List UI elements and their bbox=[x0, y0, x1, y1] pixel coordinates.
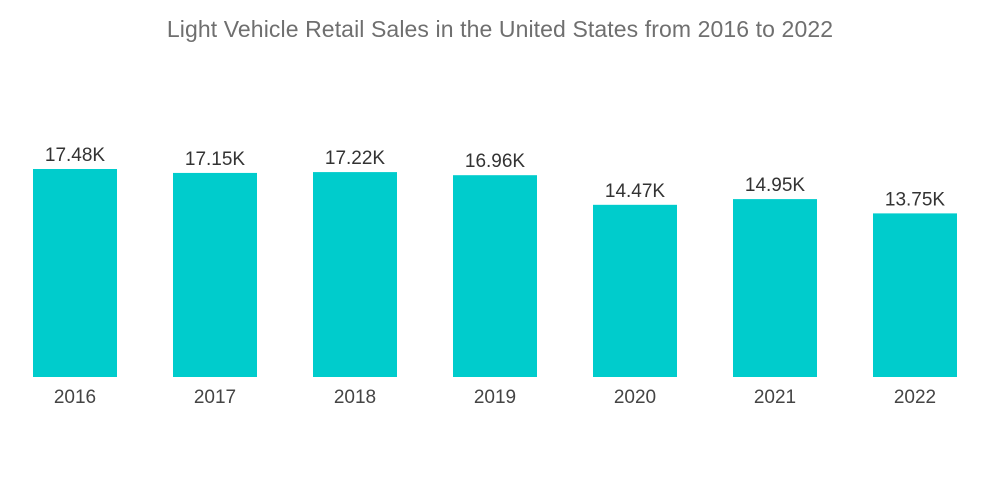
bar-2018 bbox=[313, 172, 397, 377]
data-label-2020: 14.47K bbox=[605, 181, 666, 202]
x-tick-label-2017: 2017 bbox=[194, 387, 236, 408]
bar-2021 bbox=[733, 199, 817, 377]
data-label-2017: 17.15K bbox=[185, 149, 246, 170]
data-labels-group: 17.48K 17.15K 17.22K 16.96K 14.47K 14.95K 13.7… bbox=[45, 145, 946, 210]
bar-2019 bbox=[453, 175, 537, 377]
x-tick-label-2018: 2018 bbox=[334, 387, 376, 408]
bar-2022 bbox=[873, 213, 957, 377]
bar-2016 bbox=[33, 169, 117, 377]
chart-title: Light Vehicle Retail Sales in the United… bbox=[166, 16, 834, 42]
bars-group bbox=[33, 169, 957, 377]
x-tick-label-2016: 2016 bbox=[54, 387, 96, 408]
x-tick-label-2022: 2022 bbox=[894, 387, 936, 408]
x-axis-ticks-group: 2016 2017 2018 2019 2020 2021 2022 bbox=[54, 387, 936, 408]
bar-2017 bbox=[173, 172, 257, 377]
x-tick-label-2020: 2020 bbox=[614, 387, 656, 408]
bar-2020 bbox=[593, 204, 677, 377]
data-label-2019: 16.96K bbox=[465, 151, 526, 172]
data-label-2022: 13.75K bbox=[885, 189, 946, 210]
data-label-2016: 17.48K bbox=[45, 145, 106, 166]
data-label-2021: 14.95K bbox=[745, 175, 806, 196]
data-label-2018: 17.22K bbox=[325, 148, 386, 169]
x-tick-label-2021: 2021 bbox=[754, 387, 796, 408]
x-tick-label-2019: 2019 bbox=[474, 387, 516, 408]
